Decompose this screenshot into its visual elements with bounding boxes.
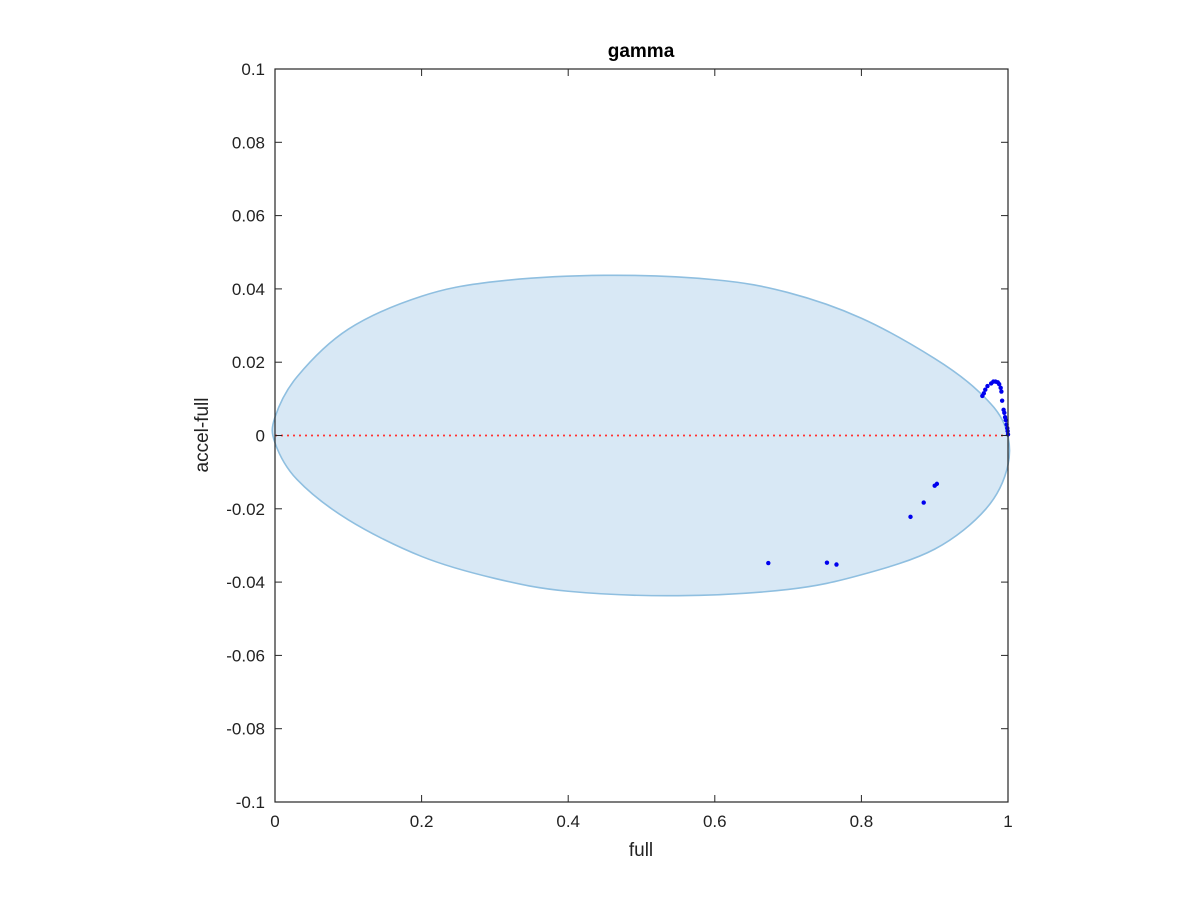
data-point [921,500,926,505]
x-tick-label: 0.2 [410,812,434,831]
x-tick-label: 1 [1003,812,1012,831]
data-point [824,560,830,565]
data-point [999,398,1005,403]
x-tick-label: 0.4 [556,812,580,831]
y-tick-label: 0 [256,427,265,446]
y-tick-label: 0.1 [241,60,265,79]
y-tick-label: 0.06 [232,207,265,226]
data-point [766,560,771,566]
data-point [983,387,988,392]
data-point [997,381,1002,387]
data-point [908,514,913,520]
data-point [999,389,1004,394]
x-tick-label: 0.8 [850,812,874,831]
plot-area [271,274,1011,597]
data-point [1002,410,1007,415]
y-tick-label: -0.04 [226,573,265,592]
y-tick-label: 0.08 [232,133,265,152]
axes: 0 0.2 0.4 0.6 0.8 1 -0.1 -0.08 -0.06 -0.04 -0.02 0 0… [226,60,1012,831]
y-tick-label: -0.02 [226,500,265,519]
confidence-region [271,274,1011,597]
data-point [985,383,990,389]
chart-title: gamma [608,41,675,62]
data-point [998,385,1003,391]
y-tick-label: -0.06 [226,646,265,665]
data-point [1003,417,1009,423]
y-tick-label: -0.1 [236,793,265,812]
y-tick-label: -0.08 [226,720,265,739]
y-tick-label: 0.04 [232,280,265,299]
data-point [981,391,987,396]
x-tick-label: 0 [270,812,279,831]
x-axis-label: full [629,840,653,861]
y-tick-label: 0.02 [232,353,265,372]
data-point [834,562,839,567]
x-tick-label: 0.6 [703,812,727,831]
data-point [934,481,940,487]
y-axis-label: accel-full [192,398,213,473]
